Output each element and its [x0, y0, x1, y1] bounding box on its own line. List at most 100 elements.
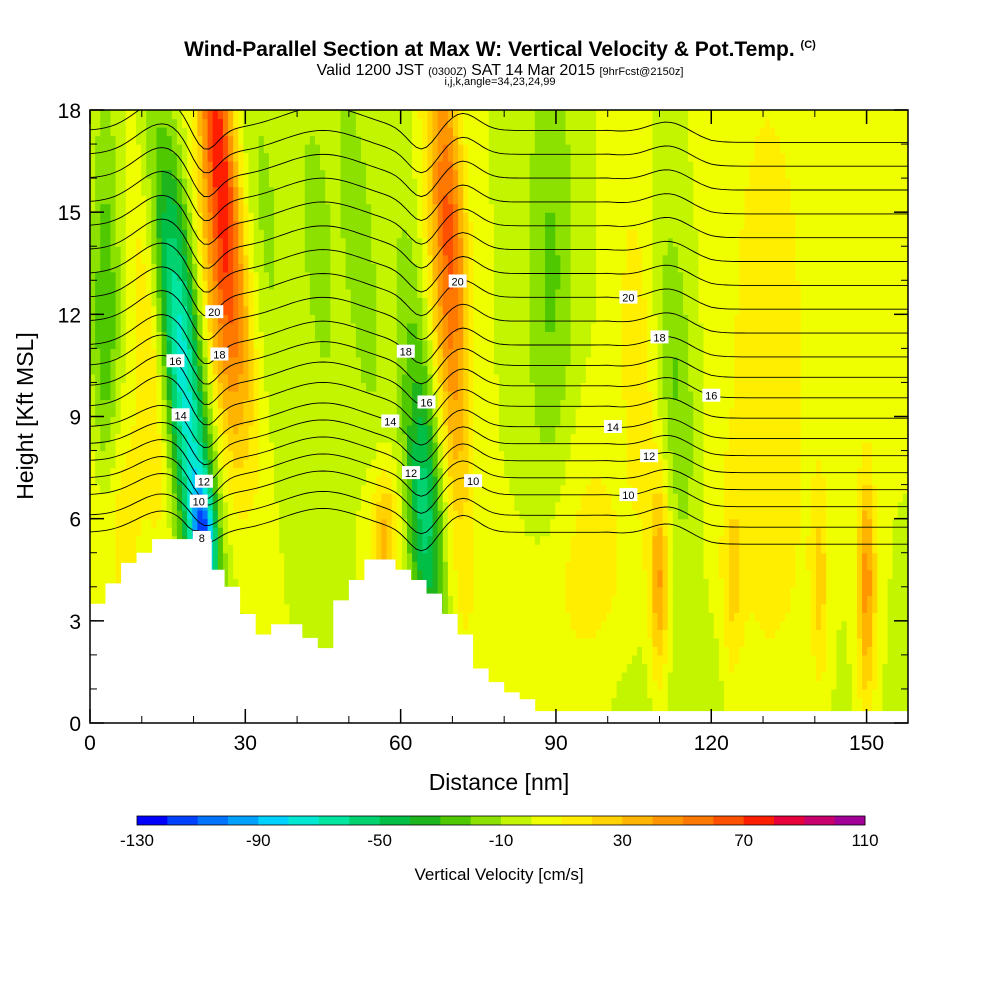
velocity-cell — [314, 569, 321, 579]
velocity-cell — [652, 518, 659, 528]
velocity-cell — [468, 552, 475, 562]
velocity-cell — [846, 476, 853, 486]
velocity-cell — [560, 569, 567, 579]
velocity-cell — [335, 569, 342, 579]
velocity-cell — [790, 459, 797, 469]
velocity-cell — [386, 510, 393, 520]
velocity-cell — [677, 705, 684, 716]
velocity-cell — [601, 493, 607, 503]
velocity-cell — [887, 629, 894, 639]
velocity-cell — [529, 569, 536, 579]
velocity-cell — [550, 671, 556, 682]
velocity-cell — [831, 544, 838, 554]
velocity-cell — [585, 637, 592, 647]
velocity-cell — [805, 697, 812, 707]
velocity-cell — [856, 654, 863, 664]
velocity-cell — [601, 476, 607, 486]
velocity-cell — [545, 510, 551, 520]
velocity-cell — [545, 612, 551, 622]
velocity-cell — [826, 493, 832, 503]
velocity-cell — [902, 501, 908, 511]
velocity-cell — [769, 459, 776, 469]
velocity-cell — [780, 569, 786, 579]
velocity-cell — [734, 705, 740, 716]
velocity-cell — [427, 484, 434, 494]
velocity-cell — [775, 552, 781, 562]
velocity-cell — [320, 629, 326, 639]
velocity-cell — [683, 561, 689, 571]
velocity-cell — [514, 493, 521, 503]
velocity-cell — [887, 663, 894, 673]
velocity-cell — [662, 654, 669, 664]
velocity-cell — [764, 578, 771, 588]
velocity-cell — [478, 569, 485, 579]
velocity-cell — [258, 484, 265, 494]
velocity-cell — [861, 688, 868, 699]
velocity-cell — [560, 484, 567, 494]
velocity-cell — [795, 501, 802, 511]
velocity-cell — [243, 578, 250, 588]
velocity-cell — [861, 603, 868, 613]
velocity-cell — [749, 501, 756, 511]
velocity-cell — [631, 476, 638, 486]
velocity-cell — [708, 476, 715, 486]
velocity-cell — [815, 654, 822, 664]
velocity-cell — [800, 595, 807, 605]
velocity-cell — [268, 578, 275, 588]
velocity-cell — [759, 680, 766, 690]
velocity-cell — [795, 595, 802, 605]
velocity-cell — [120, 552, 127, 562]
velocity-cell — [325, 637, 331, 647]
velocity-cell — [585, 671, 592, 682]
velocity-cell — [780, 646, 786, 656]
velocity-cell — [529, 612, 536, 622]
velocity-cell — [381, 527, 388, 537]
velocity-cell — [570, 476, 577, 486]
velocity-cell — [591, 612, 597, 622]
velocity-cell — [723, 646, 730, 656]
velocity-cell — [759, 612, 766, 622]
velocity-cell — [836, 671, 843, 682]
velocity-cell — [805, 569, 812, 579]
velocity-cell — [222, 459, 229, 469]
velocity-cell — [677, 467, 684, 477]
velocity-cell — [120, 535, 127, 545]
velocity-cell — [258, 595, 265, 605]
velocity-cell — [304, 518, 311, 528]
velocity-cell — [631, 637, 638, 647]
velocity-cell — [110, 552, 117, 562]
velocity-cell — [902, 654, 908, 664]
velocity-cell — [325, 612, 331, 622]
velocity-cell — [545, 663, 551, 673]
velocity-cell — [805, 527, 812, 537]
velocity-cell — [483, 501, 490, 511]
velocity-cell — [887, 518, 894, 528]
velocity-cell — [708, 637, 715, 647]
velocity-cell — [713, 561, 720, 571]
velocity-cell — [100, 459, 106, 469]
velocity-cell — [821, 459, 827, 469]
velocity-cell — [759, 459, 766, 469]
velocity-cell — [284, 578, 290, 588]
velocity-cell — [570, 646, 577, 656]
velocity-cell — [130, 459, 137, 469]
velocity-cell — [442, 603, 449, 613]
velocity-cell — [856, 688, 863, 699]
velocity-cell — [606, 569, 613, 579]
velocity-cell — [473, 646, 480, 656]
velocity-cell — [872, 637, 878, 647]
velocity-cell — [565, 476, 572, 486]
velocity-cell — [672, 663, 679, 673]
velocity-cell — [294, 544, 301, 554]
velocity-cell — [662, 476, 669, 486]
velocity-cell — [688, 501, 694, 511]
velocity-cell — [734, 527, 740, 537]
velocity-cell — [207, 510, 214, 520]
velocity-cell — [729, 637, 735, 647]
velocity-cell — [401, 476, 408, 486]
velocity-cell — [146, 459, 152, 469]
velocity-cell — [821, 697, 827, 707]
velocity-cell — [545, 578, 551, 588]
velocity-cell — [529, 518, 536, 528]
velocity-cell — [350, 493, 357, 503]
